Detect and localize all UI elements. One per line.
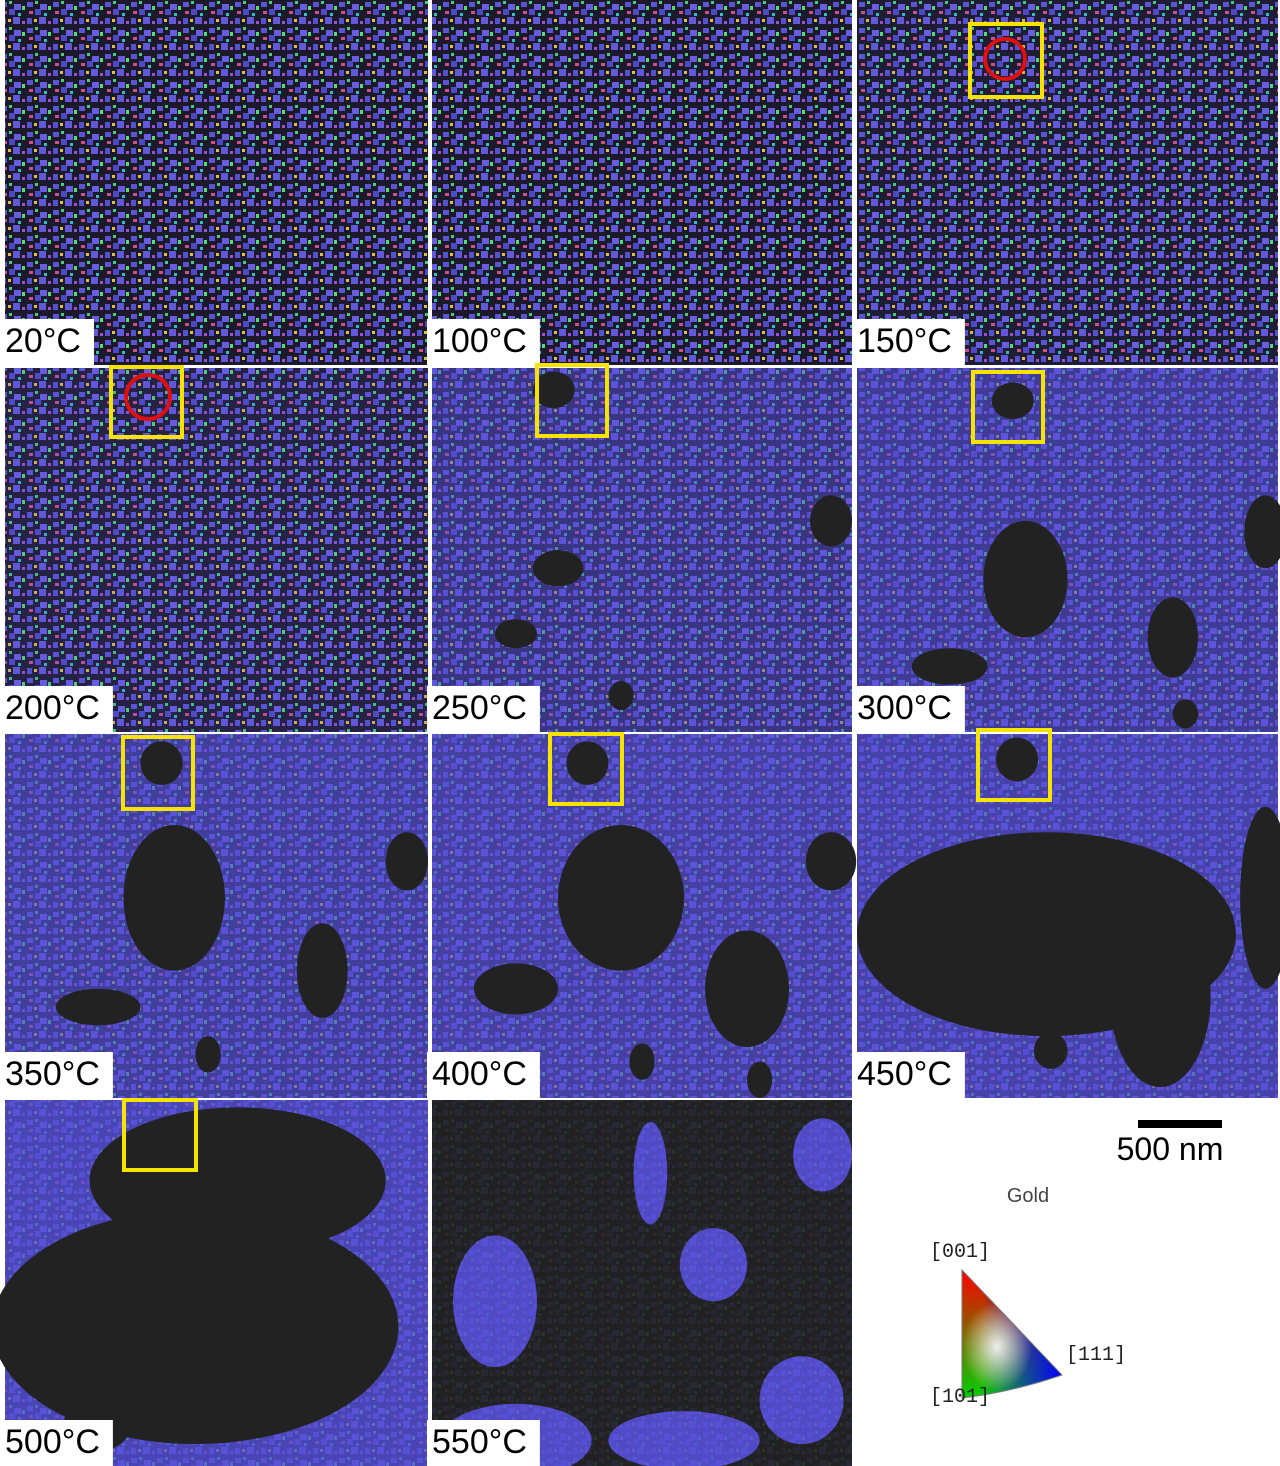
temperature-label: 450°C xyxy=(857,1055,952,1093)
ebsd-panel: 300°C xyxy=(852,368,1280,732)
yellow-box xyxy=(109,365,184,439)
void xyxy=(983,520,1068,638)
label-box xyxy=(427,1420,540,1466)
void xyxy=(608,681,634,711)
highlights xyxy=(109,22,1052,1172)
legend-title: Gold xyxy=(1007,1185,1049,1207)
void xyxy=(1109,905,1211,1088)
fine-grains xyxy=(432,0,852,365)
label-box xyxy=(0,319,94,365)
fine-grains xyxy=(432,1100,852,1466)
yellow-box xyxy=(122,1098,198,1172)
void xyxy=(911,648,988,685)
ebsd-panel: 200°C xyxy=(0,368,428,732)
ebsd-panel: 500°C xyxy=(0,1100,428,1466)
temperature-label: 350°C xyxy=(5,1055,100,1093)
void xyxy=(495,619,537,649)
void xyxy=(385,832,428,891)
yellow-box xyxy=(976,728,1052,802)
scale-label: 500 nm xyxy=(1117,1131,1224,1167)
void xyxy=(995,737,1039,782)
label-box xyxy=(852,1052,965,1098)
label-box xyxy=(427,1052,540,1098)
ebsd-panel: 550°C xyxy=(427,1100,852,1466)
yellow-box xyxy=(548,732,624,806)
fine-grains xyxy=(5,0,428,365)
label-box xyxy=(852,686,965,732)
yellow-box xyxy=(535,363,609,438)
temperature-label: 250°C xyxy=(432,689,527,727)
void xyxy=(1172,699,1199,729)
void xyxy=(1147,597,1199,678)
ebsd-panel: 350°C xyxy=(0,734,428,1098)
label-box xyxy=(852,319,965,365)
fine-grains xyxy=(432,368,852,732)
void xyxy=(532,550,584,587)
void xyxy=(474,963,558,1015)
ipf-triangle xyxy=(961,1268,1063,1399)
temperature-label: 100°C xyxy=(432,322,527,360)
ebsd-panel: 450°C xyxy=(852,734,1280,1098)
temperature-label: 500°C xyxy=(5,1423,100,1461)
void xyxy=(566,741,609,785)
void xyxy=(705,930,789,1048)
void xyxy=(195,1036,221,1073)
void xyxy=(805,832,857,891)
temperature-label: 20°C xyxy=(5,322,81,360)
fine-grains xyxy=(857,0,1278,365)
ebsd-panel: 400°C xyxy=(427,734,857,1099)
void xyxy=(1240,806,1280,989)
void xyxy=(991,382,1034,419)
void xyxy=(296,923,348,1018)
temperature-label: 150°C xyxy=(857,322,952,360)
label-box xyxy=(0,1420,113,1466)
fine-grains xyxy=(5,368,428,732)
void xyxy=(140,741,183,785)
label-box xyxy=(0,1052,113,1098)
yellow-box xyxy=(121,735,195,811)
temperature-label: 400°C xyxy=(432,1055,527,1093)
label-box xyxy=(427,686,540,732)
yellow-box xyxy=(971,370,1045,444)
void xyxy=(558,825,684,971)
ebsd-panel: 100°C xyxy=(427,0,852,365)
temperature-label: 200°C xyxy=(5,689,100,727)
void xyxy=(747,1061,773,1099)
label-box xyxy=(427,319,540,365)
red-circle xyxy=(124,373,172,421)
temperature-label: 300°C xyxy=(857,689,952,727)
void xyxy=(0,1209,399,1445)
void xyxy=(89,1107,386,1254)
temperature-label: 550°C xyxy=(432,1423,527,1461)
void xyxy=(1033,1032,1068,1069)
legend-corner: [101] xyxy=(930,1386,990,1409)
void xyxy=(1244,495,1280,569)
void xyxy=(123,825,225,971)
ebsd-panel: 250°C xyxy=(427,368,852,732)
void xyxy=(810,495,852,547)
legend-corner: [001] xyxy=(930,1241,990,1264)
void xyxy=(532,371,575,409)
yellow-box xyxy=(968,22,1044,99)
label-box xyxy=(0,686,113,732)
red-circle xyxy=(983,37,1027,81)
ebsd-panel: 20°C xyxy=(0,0,428,365)
ebsd-panel: 150°C xyxy=(852,0,1278,365)
legend-corner: [111] xyxy=(1066,1344,1126,1367)
void xyxy=(55,988,141,1026)
void xyxy=(629,1043,655,1080)
